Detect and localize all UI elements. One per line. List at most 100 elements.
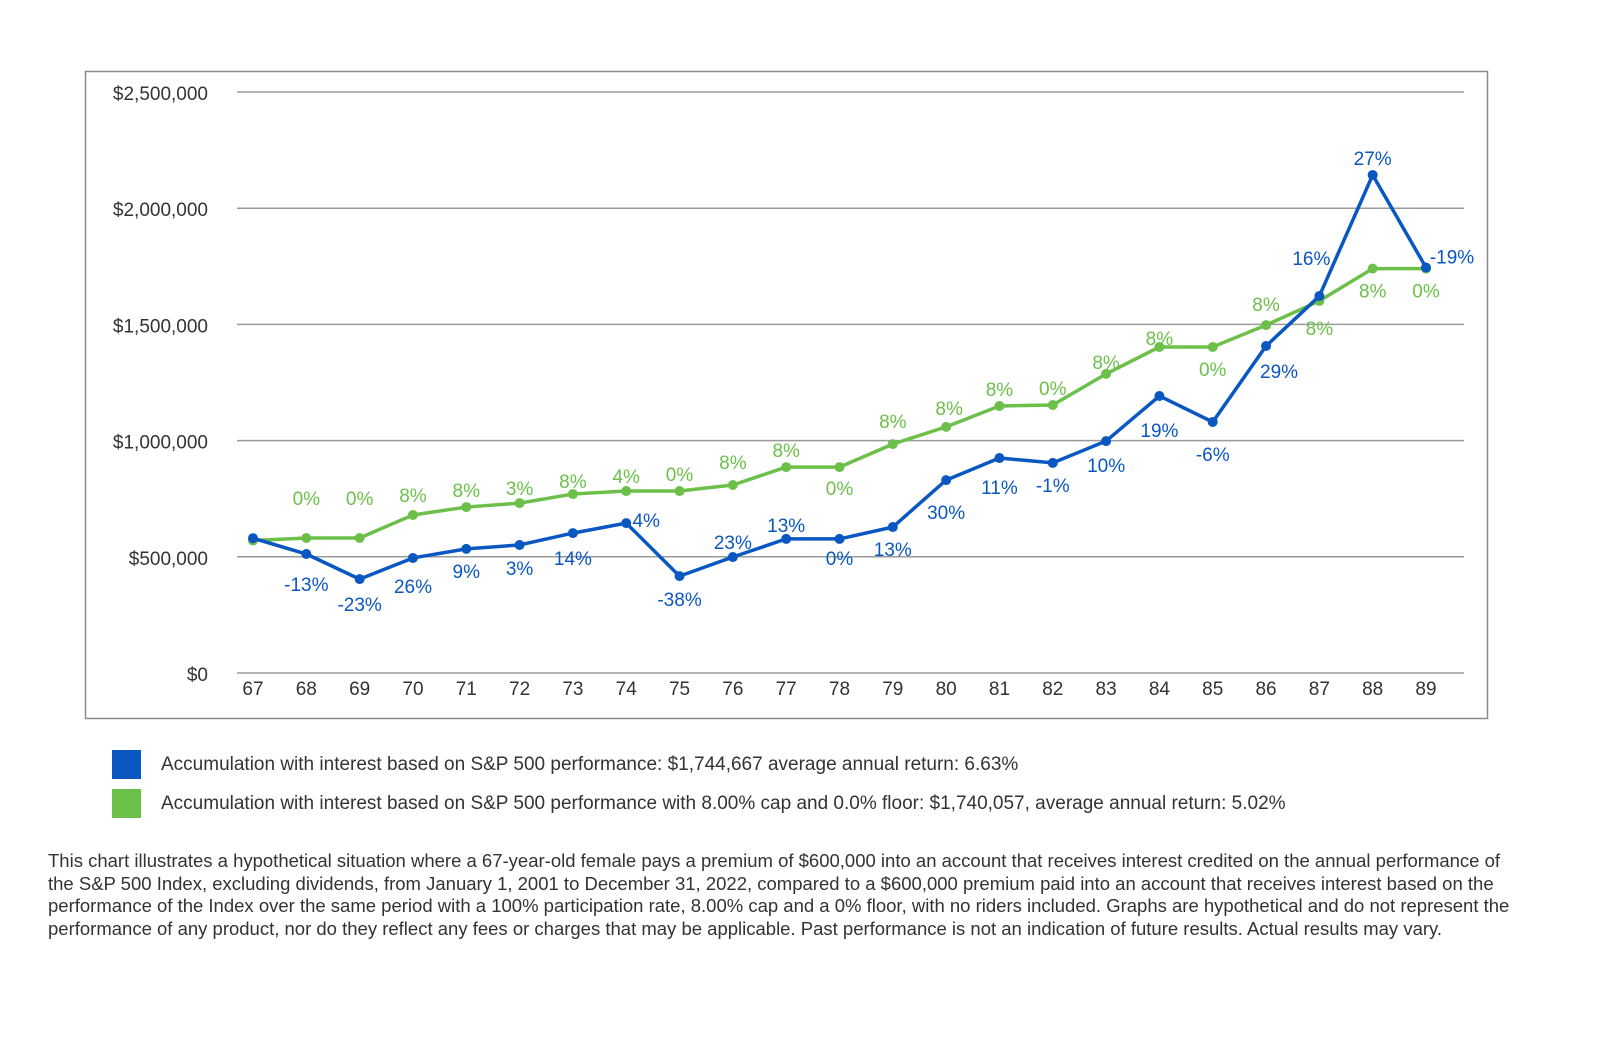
legend-label: Accumulation with interest based on S&P … [161,792,1286,814]
data-label: 8% [453,481,481,502]
data-label: 13% [874,540,912,561]
x-tick-label: 85 [1202,679,1223,700]
data-point [407,552,418,563]
y-tick-label: $1,000,000 [113,433,208,454]
x-tick-label: 72 [509,679,530,700]
data-label: 8% [935,399,963,420]
data-point [567,528,578,539]
data-label: 9% [453,562,481,583]
data-label: 0% [826,479,854,500]
legend-item-capped: Accumulation with interest based on S&P … [112,789,1286,818]
x-tick-label: 89 [1415,679,1436,700]
y-tick-label: $0 [187,665,208,686]
legend-swatch-green [112,789,141,818]
x-tick-label: 67 [242,679,263,700]
plot-frame [84,70,1489,720]
data-point [674,486,685,497]
data-label: 27% [1354,149,1392,170]
x-tick-label: 68 [296,679,317,700]
data-point [1154,341,1165,352]
data-point [301,549,312,560]
data-label: 8% [1359,282,1387,303]
data-point [781,462,792,473]
data-label: 8% [1092,353,1120,374]
data-point [461,502,472,513]
x-tick-label: 73 [562,679,583,700]
data-label: 0% [1039,379,1067,400]
data-point [407,509,418,520]
data-point [1047,457,1058,468]
data-point [994,453,1005,464]
y-tick-label: $2,000,000 [113,200,208,221]
data-point [781,533,792,544]
y-tick-label: $2,500,000 [113,84,208,105]
data-label: 13% [767,516,805,537]
data-point [567,489,578,500]
data-point [941,475,952,486]
data-point [1261,341,1272,352]
data-point [887,522,898,533]
y-tick-label: $1,500,000 [113,316,208,337]
data-point [1047,400,1058,411]
data-point [727,552,738,563]
data-label: -19% [1430,248,1474,269]
data-point [621,518,632,529]
data-label: 3% [506,559,534,580]
data-point [354,574,365,585]
data-point [727,479,738,490]
data-point [1314,291,1325,302]
x-tick-label: 79 [882,679,903,700]
x-tick-label: 75 [669,679,690,700]
data-label: 10% [1087,456,1125,477]
data-point [1207,417,1218,428]
y-tick-label: $500,000 [129,549,208,570]
x-tick-label: 82 [1042,679,1063,700]
data-label: 0% [826,549,854,570]
line-chart: $0 $500,000 $1,000,000 $1,500,000 $2,000,000… [84,70,1489,720]
data-point [301,532,312,543]
data-label: 3% [506,479,534,500]
data-label: 4% [612,467,640,488]
data-point [354,532,365,543]
legend-label: Accumulation with interest based on S&P … [161,753,1019,775]
x-tick-label: 80 [936,679,957,700]
data-label: 8% [399,486,427,507]
data-label: 30% [927,503,965,524]
footnote: This chart illustrates a hypothetical si… [48,850,1510,939]
data-point [834,533,845,544]
data-label: 8% [879,412,907,433]
data-label: 0% [666,465,694,486]
x-tick-label: 74 [616,679,638,700]
data-point [1101,368,1112,379]
data-point [461,543,472,554]
data-point [1261,320,1272,331]
data-label: 0% [1412,282,1440,303]
data-label: -6% [1196,445,1230,466]
data-point [1207,341,1218,352]
data-label: -13% [284,575,328,596]
x-tick-label: 69 [349,679,370,700]
data-label: 8% [1252,295,1280,316]
data-label: 4% [632,511,660,532]
data-point [621,486,632,497]
data-label: 0% [346,489,374,510]
data-label: 8% [719,453,747,474]
series-line-0 [252,173,1428,581]
x-tick-label: 87 [1309,679,1330,700]
x-tick-label: 78 [829,679,850,700]
legend-item-sp500: Accumulation with interest based on S&P … [112,750,1018,779]
data-label: 8% [1306,319,1334,340]
legend-swatch-blue [112,750,141,779]
data-point [1367,169,1378,180]
x-tick-label: 81 [989,679,1010,700]
data-label: 19% [1140,421,1178,442]
data-point [834,462,845,473]
x-tick-label: 77 [776,679,797,700]
data-label: 8% [559,472,587,493]
data-label: 8% [1146,329,1174,350]
data-point [1421,262,1431,273]
data-point [994,400,1005,411]
data-point [887,439,898,450]
data-label: -38% [657,590,701,611]
x-tick-label: 86 [1255,679,1276,700]
